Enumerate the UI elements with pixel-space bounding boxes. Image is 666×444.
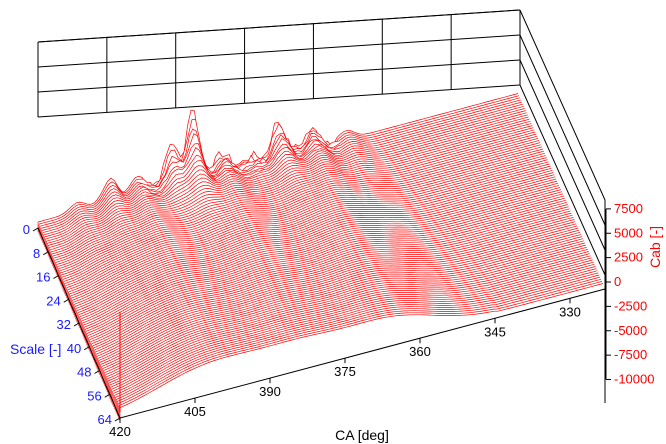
scale-tick-label: 16 — [36, 270, 50, 285]
scale-tick-label: 48 — [77, 365, 91, 380]
ca-tick-label: 420 — [109, 424, 131, 439]
scale-tick — [64, 299, 69, 302]
scale-tick-label: 56 — [87, 388, 101, 403]
ca-tick-label: 375 — [334, 364, 356, 379]
grid-line — [38, 10, 520, 42]
ca-tick-label: 345 — [484, 324, 506, 339]
ca-tick-label: 360 — [409, 344, 431, 359]
scale-tick — [54, 276, 59, 279]
cab-tick-label: -7500 — [614, 347, 647, 362]
ca-tick-label: 405 — [184, 404, 206, 419]
cab-tick-label: 5000 — [614, 225, 643, 240]
ca-tick-label: 390 — [259, 384, 281, 399]
ca-tick-label: 330 — [559, 304, 581, 319]
grid-line — [38, 35, 520, 67]
scale-tick-label: 40 — [67, 341, 81, 356]
cab-tick-label: 7500 — [614, 201, 643, 216]
cab-tick-label: 0 — [614, 274, 621, 289]
scale-tick-label: 8 — [33, 246, 40, 261]
scale-tick-label: 64 — [98, 412, 112, 427]
scale-axis-label: Scale [-] — [10, 341, 61, 357]
scale-tick-label: 0 — [23, 222, 30, 237]
grid-line — [38, 60, 520, 92]
ca-axis-label: CA [deg] — [335, 427, 389, 443]
cab-tick-label: -2500 — [614, 298, 647, 313]
waterfall-traces — [38, 94, 605, 415]
cab-axis-label: Cab [-] — [647, 226, 663, 268]
scale-tick-label: 32 — [57, 317, 71, 332]
scale-tick — [33, 228, 38, 231]
cab-tick-label: -10000 — [614, 372, 654, 387]
cab-tick-label: -5000 — [614, 323, 647, 338]
cab-tick-label: 2500 — [614, 250, 643, 265]
scale-tick-label: 24 — [46, 293, 60, 308]
